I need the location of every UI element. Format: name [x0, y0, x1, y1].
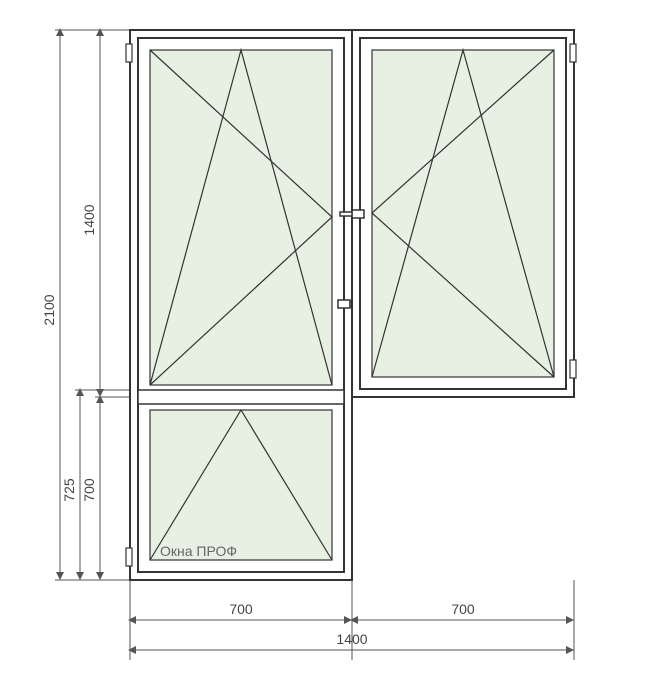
dim-725: 725: [61, 478, 77, 502]
watermark-label: Окна ПРОФ: [160, 543, 237, 559]
drawing-stage: 2100 1400 725 700 700 700 1400 Окна ПРОФ: [0, 0, 670, 678]
dim-1400w: 1400: [336, 631, 367, 647]
drawing-svg: 2100 1400 725 700 700 700 1400 Окна ПРОФ: [0, 0, 670, 678]
dim-2100: 2100: [41, 294, 57, 325]
window: [340, 30, 576, 397]
dim-700-door: 700: [229, 601, 253, 617]
dim-700-window: 700: [451, 601, 475, 617]
door: [126, 30, 362, 580]
dim-700v: 700: [81, 478, 97, 502]
dim-1400: 1400: [81, 204, 97, 235]
